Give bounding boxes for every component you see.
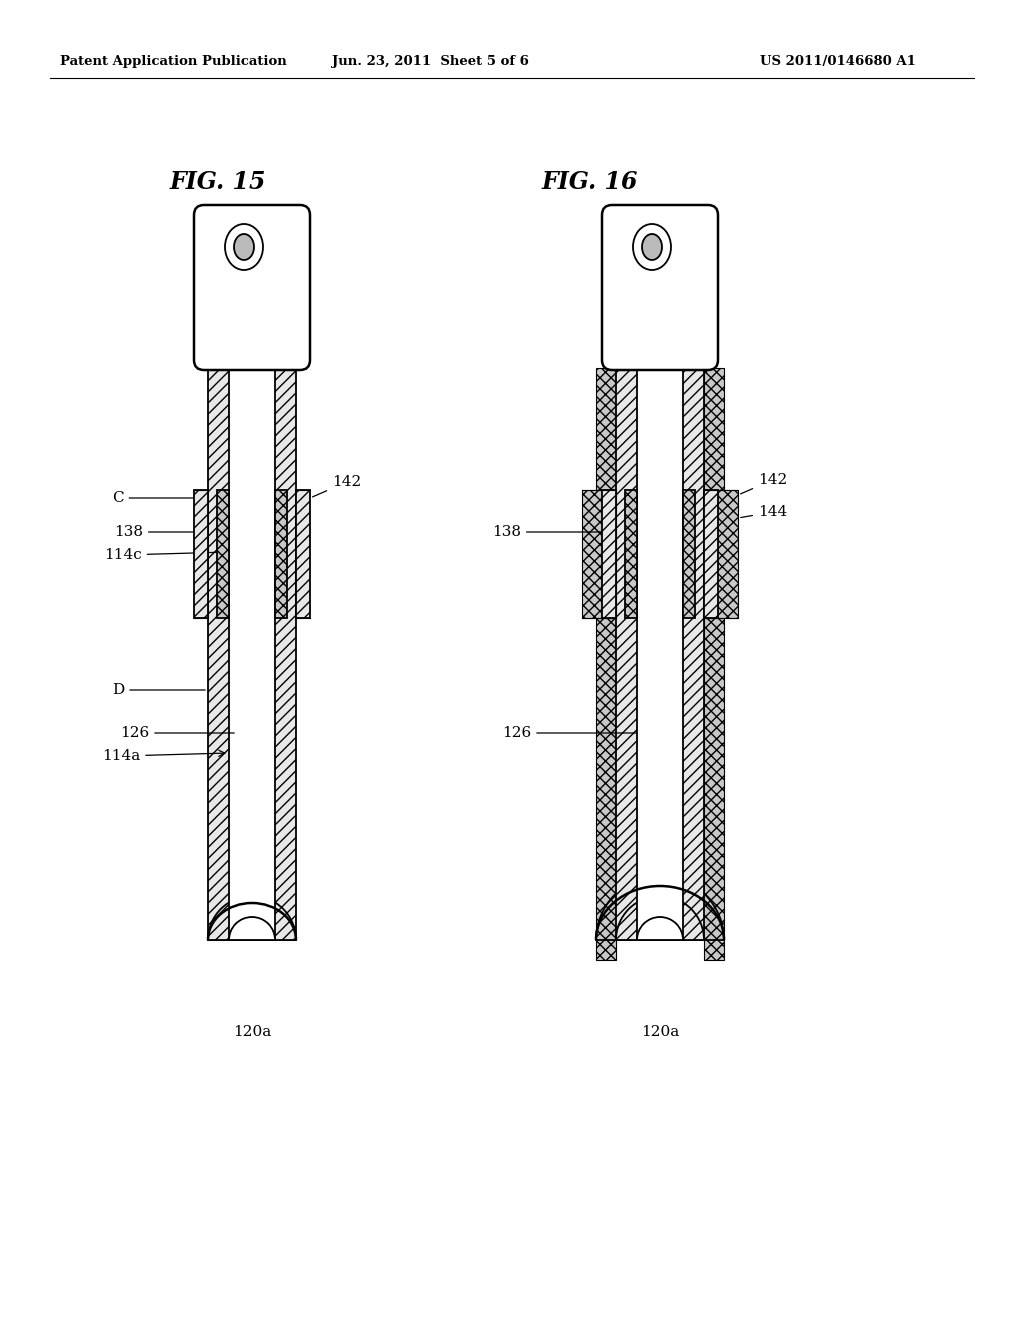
Bar [229,368,275,940]
Text: Patent Application Publication: Patent Application Publication [60,55,287,69]
Ellipse shape [642,234,662,260]
Text: 144: 144 [740,506,787,519]
Bar [683,490,695,618]
Bar [637,368,683,940]
Ellipse shape [225,224,263,271]
Text: 138: 138 [492,525,613,539]
Text: FIG. 15: FIG. 15 [170,170,266,194]
FancyBboxPatch shape [602,205,718,370]
Wedge shape [616,896,705,940]
Bar [217,490,229,618]
Text: FIG. 16: FIG. 16 [542,170,638,194]
Text: 126: 126 [120,726,234,741]
Text: US 2011/0146680 A1: US 2011/0146680 A1 [760,55,915,69]
Text: 138: 138 [114,525,207,539]
Text: Jun. 23, 2011  Sheet 5 of 6: Jun. 23, 2011 Sheet 5 of 6 [332,55,528,69]
Text: D: D [112,682,205,697]
Wedge shape [637,917,683,940]
Wedge shape [229,917,275,940]
Bar [705,490,738,618]
Bar [208,368,296,940]
Ellipse shape [234,234,254,260]
Bar [705,490,718,618]
Bar [582,490,616,618]
Text: 142: 142 [740,473,787,494]
Wedge shape [596,876,724,940]
Bar [625,490,637,618]
Text: 114c: 114c [104,548,225,562]
Text: 120a: 120a [232,1026,271,1039]
Bar [296,490,310,618]
Bar [194,490,208,618]
Wedge shape [208,896,296,940]
Bar [602,490,616,618]
Ellipse shape [633,224,671,271]
Bar [275,490,287,618]
Bar [616,368,705,940]
Text: 120a: 120a [641,1026,679,1039]
Text: C: C [112,491,205,506]
Bar [596,368,616,960]
FancyBboxPatch shape [194,205,310,370]
Text: 126: 126 [502,726,642,741]
Text: 142: 142 [312,475,361,496]
Text: 114a: 114a [102,748,225,763]
Bar [705,368,724,960]
